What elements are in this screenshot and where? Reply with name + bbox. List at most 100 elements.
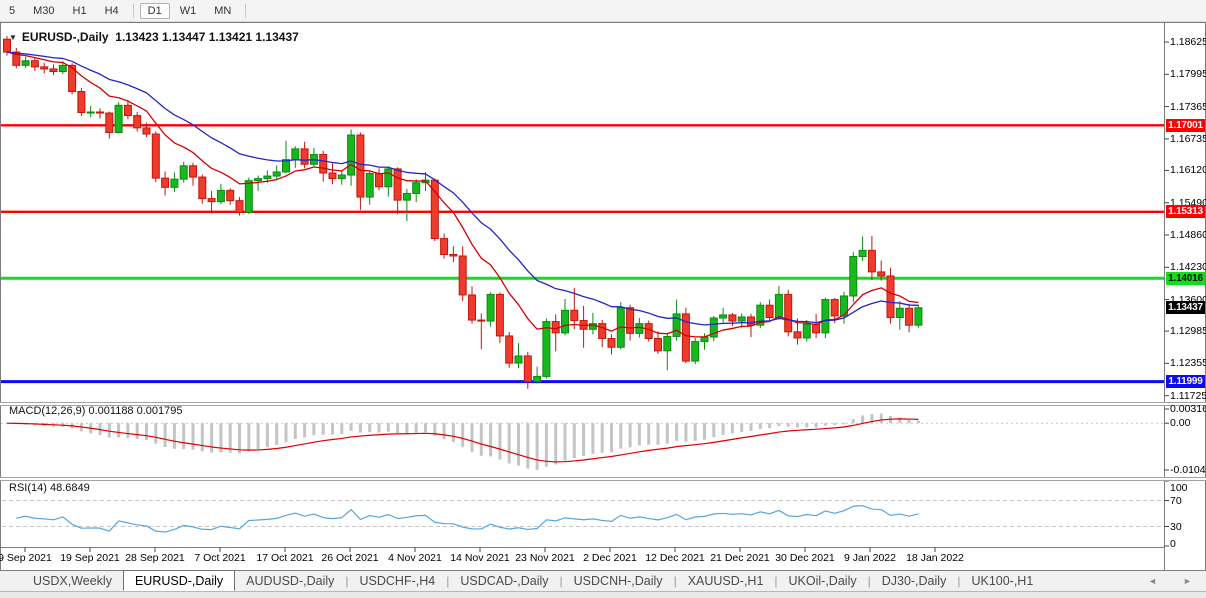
tab-dj30-daily[interactable]: DJ30-,Daily xyxy=(881,574,947,588)
timeframe-button-W1[interactable]: W1 xyxy=(179,4,197,17)
tabs-scroll-right-icon[interactable]: ► xyxy=(1183,576,1192,586)
timeframe-button-MN[interactable]: MN xyxy=(214,4,232,17)
candle-body xyxy=(449,253,458,257)
candle-body xyxy=(533,375,542,383)
candle-body xyxy=(914,307,923,326)
candle-body xyxy=(282,159,290,173)
timeframe-button-H4[interactable]: H4 xyxy=(104,4,119,17)
tab-ukoil-daily[interactable]: UKOil-,Daily xyxy=(788,574,857,588)
macd-histogram-bar xyxy=(200,423,204,452)
candle-body xyxy=(663,335,672,352)
candle-body xyxy=(840,295,848,317)
macd-histogram-bar xyxy=(637,423,641,446)
timeframe-button-5[interactable]: 5 xyxy=(9,4,16,17)
tab-usdcad-daily[interactable]: USDCAD-,Daily xyxy=(460,574,549,588)
candle-body xyxy=(291,148,300,161)
tab-usdcnh-daily[interactable]: USDCNH-,Daily xyxy=(573,574,663,588)
panel-separator-rsi[interactable] xyxy=(0,477,1206,481)
candle-body xyxy=(114,104,123,133)
macd-histogram-bar xyxy=(796,423,799,428)
tab-eurusd-daily[interactable]: EURUSD-,Daily xyxy=(122,570,236,591)
candle-body xyxy=(226,189,235,202)
macd-histogram-bar xyxy=(600,423,604,453)
candle-body xyxy=(654,338,662,352)
candle-body xyxy=(737,316,746,322)
candle-body xyxy=(235,200,244,213)
candle-body xyxy=(105,112,114,133)
rsi-label: RSI(14) 48.6849 xyxy=(9,482,90,494)
candle-body xyxy=(30,60,39,68)
macd-histogram-bar xyxy=(238,423,241,454)
tab-usdx-weekly[interactable]: USDX,Weekly xyxy=(33,574,112,588)
tab-xauusd-h1[interactable]: XAUUSD-,H1 xyxy=(687,574,764,588)
candle-body xyxy=(402,192,411,201)
candle-body xyxy=(12,51,21,66)
tab-usdchf-h4[interactable]: USDCHF-,H4 xyxy=(359,574,436,588)
macd-histogram-bar xyxy=(684,423,688,442)
candle-body xyxy=(356,134,365,198)
symbol-dropdown-icon[interactable]: ▼ xyxy=(9,33,17,42)
macd-histogram-bar xyxy=(572,423,576,458)
tab-separator: | xyxy=(345,574,349,588)
macd-histogram-bar xyxy=(386,423,390,432)
macd-histogram-bar xyxy=(424,423,427,433)
macd-histogram-bar xyxy=(563,423,567,461)
ma-fast-line xyxy=(6,51,919,338)
tab-uk100-h1[interactable]: UK100-,H1 xyxy=(971,574,1034,588)
tab-separator: | xyxy=(559,574,563,588)
candle-body xyxy=(561,309,569,334)
timeframe-button-D1[interactable]: D1 xyxy=(139,2,170,19)
macd-histogram-bar xyxy=(851,419,855,424)
candle-body xyxy=(607,338,616,348)
macd-histogram-bar xyxy=(610,423,613,453)
panel-separator-macd[interactable] xyxy=(0,402,1206,406)
candle-body xyxy=(440,238,449,255)
timeframe-button-H1[interactable]: H1 xyxy=(72,4,87,17)
macd-histogram-bar xyxy=(517,423,520,466)
toolbar-separator xyxy=(132,3,134,18)
macd-histogram-bar xyxy=(321,423,325,435)
macd-histogram-bar xyxy=(414,423,418,433)
macd-histogram-bar xyxy=(833,423,837,426)
bottom-strip xyxy=(0,591,1206,598)
timeframe-button-M30[interactable]: M30 xyxy=(33,4,55,17)
tab-separator: | xyxy=(774,574,778,588)
candle-body xyxy=(514,355,523,364)
macd-histogram-bar xyxy=(210,423,214,453)
tab-audusd-daily[interactable]: AUDUSD-,Daily xyxy=(246,574,335,588)
macd-histogram-bar xyxy=(154,423,158,444)
macd-histogram-bar xyxy=(247,423,251,452)
candle-body xyxy=(505,335,514,364)
candle-body xyxy=(272,171,281,177)
candle-body xyxy=(877,271,886,277)
candle-body xyxy=(756,304,765,326)
rsi-name: RSI(14) xyxy=(9,482,47,494)
candle-body xyxy=(123,104,132,117)
candle-body xyxy=(337,174,346,180)
candle-body xyxy=(570,309,579,322)
macd-signal-line xyxy=(6,418,919,463)
macd-histogram-bar xyxy=(340,423,344,435)
candle-body xyxy=(644,323,653,340)
macd-histogram-bar xyxy=(293,423,297,439)
candle-body xyxy=(170,178,179,188)
candle-body xyxy=(86,111,95,114)
macd-label: MACD(12,26,9) 0.001188 0.001795 xyxy=(9,405,182,417)
candle-body xyxy=(728,314,737,322)
macd-histogram-bar xyxy=(768,423,772,429)
candle-body xyxy=(412,182,421,194)
candle-body xyxy=(207,198,216,203)
macd-histogram-bar xyxy=(331,423,334,435)
candle-body xyxy=(784,293,793,333)
macd-histogram-bar xyxy=(191,423,195,450)
ma-slow-line xyxy=(6,51,919,326)
candle-body xyxy=(477,319,486,322)
macd-histogram-bar xyxy=(656,423,660,445)
macd-histogram-bar xyxy=(693,423,697,441)
candle-body xyxy=(672,313,681,337)
tabs-scroll-left-icon[interactable]: ◄ xyxy=(1148,576,1157,586)
chart-ohlc-values: 1.13423 1.13447 1.13421 1.13437 xyxy=(115,30,299,44)
candle-body xyxy=(161,177,170,188)
toolbar-separator xyxy=(245,3,247,18)
